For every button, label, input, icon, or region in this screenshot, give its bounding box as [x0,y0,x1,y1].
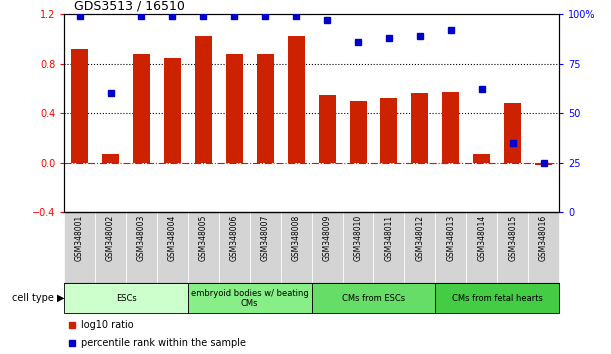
Bar [95,212,126,283]
Bar [64,283,188,313]
Bar [250,212,280,283]
Text: GSM348006: GSM348006 [230,215,239,261]
Bar [157,212,188,283]
Bar [133,54,150,163]
Bar [466,212,497,283]
Bar [349,101,367,163]
Text: GSM348004: GSM348004 [168,215,177,261]
Bar [312,283,436,313]
Text: GDS3513 / 16510: GDS3513 / 16510 [74,0,185,13]
Bar [219,212,250,283]
Text: GSM348009: GSM348009 [323,215,332,261]
Text: ESCs: ESCs [115,294,136,303]
Text: GSM348001: GSM348001 [75,215,84,261]
Bar [474,154,490,163]
Bar [126,212,157,283]
Text: cell type ▶: cell type ▶ [12,293,64,303]
Bar [164,58,181,163]
Text: GSM348008: GSM348008 [291,215,301,261]
Text: GSM348007: GSM348007 [261,215,269,261]
Bar [188,283,312,313]
Bar [280,212,312,283]
Bar [436,283,559,313]
Text: GSM348005: GSM348005 [199,215,208,261]
Text: CMs from fetal hearts: CMs from fetal hearts [452,294,543,303]
Bar [504,103,521,163]
Bar [64,212,95,283]
Text: GSM348013: GSM348013 [446,215,455,261]
Text: GSM348012: GSM348012 [415,215,425,261]
Text: CMs from ESCs: CMs from ESCs [342,294,405,303]
Bar [373,212,404,283]
Bar [288,36,305,163]
Text: GSM348003: GSM348003 [137,215,146,261]
Text: GSM348014: GSM348014 [477,215,486,261]
Bar [535,163,552,165]
Text: GSM348010: GSM348010 [354,215,362,261]
Text: GSM348015: GSM348015 [508,215,517,261]
Text: GSM348016: GSM348016 [539,215,548,261]
Bar [436,212,466,283]
Text: log10 ratio: log10 ratio [81,320,134,330]
Text: embryoid bodies w/ beating
CMs: embryoid bodies w/ beating CMs [191,289,309,308]
Text: GSM348011: GSM348011 [384,215,393,261]
Text: GSM348002: GSM348002 [106,215,115,261]
Bar [404,212,436,283]
Bar [343,212,373,283]
Bar [71,49,88,163]
Bar [411,93,428,163]
Bar [195,36,212,163]
Bar [381,98,397,163]
Bar [188,212,219,283]
Bar [312,212,343,283]
Bar [318,95,335,163]
Bar [226,54,243,163]
Text: percentile rank within the sample: percentile rank within the sample [81,338,246,348]
Bar [102,154,119,163]
Bar [257,54,274,163]
Bar [442,92,459,163]
Bar [528,212,559,283]
Bar [497,212,528,283]
